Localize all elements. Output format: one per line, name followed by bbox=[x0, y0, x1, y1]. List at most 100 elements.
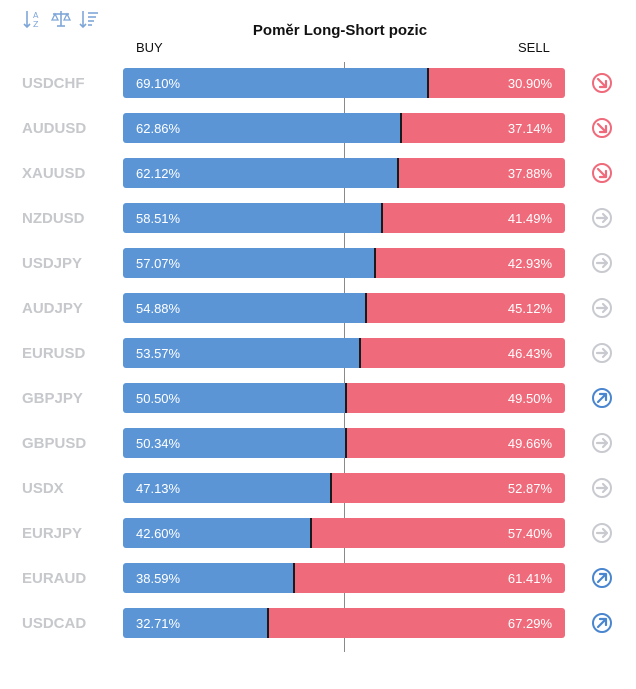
arrow-right-icon[interactable] bbox=[591, 342, 613, 364]
arrow-up-right-icon[interactable] bbox=[591, 387, 613, 409]
buy-percent-label: 62.12% bbox=[136, 166, 181, 181]
arrow-down-right-icon[interactable] bbox=[591, 117, 613, 139]
buy-percent-label: 38.59% bbox=[136, 571, 181, 586]
symbol-label: USDCAD bbox=[22, 615, 87, 632]
sell-percent-label: 42.93% bbox=[507, 256, 552, 271]
buy-percent-label: 50.50% bbox=[136, 391, 181, 406]
chart-row: GBPJPY 50.50% 49.50% bbox=[0, 383, 636, 413]
symbol-label: AUDJPY bbox=[22, 300, 83, 317]
sell-percent-label: 41.49% bbox=[507, 211, 552, 226]
arrow-up-right-icon[interactable] bbox=[591, 567, 613, 589]
sell-bar bbox=[346, 383, 565, 413]
buy-percent-label: 32.71% bbox=[136, 616, 181, 631]
chart-row: USDJPY 57.07% 42.93% bbox=[0, 248, 636, 278]
arrow-right-icon[interactable] bbox=[591, 432, 613, 454]
chart-row: USDCAD 32.71% 67.29% bbox=[0, 608, 636, 638]
symbol-label: EURJPY bbox=[22, 525, 83, 542]
arrow-right-icon[interactable] bbox=[591, 297, 613, 319]
sell-bar bbox=[293, 563, 565, 593]
sell-bar bbox=[311, 518, 565, 548]
balance-scale-icon[interactable] bbox=[50, 8, 72, 30]
symbol-label: GBPUSD bbox=[22, 435, 87, 452]
symbol-label: AUDUSD bbox=[22, 120, 87, 137]
sell-bar bbox=[267, 608, 565, 638]
sell-bar bbox=[381, 203, 565, 233]
chart-row: NZDUSD 58.51% 41.49% bbox=[0, 203, 636, 233]
buy-bar bbox=[123, 293, 366, 323]
buy-percent-label: 54.88% bbox=[136, 301, 181, 316]
ratio-bar: 58.51% 41.49% bbox=[123, 203, 565, 233]
ratio-divider bbox=[266, 608, 269, 638]
chart-row: USDCHF 69.10% 30.90% bbox=[0, 68, 636, 98]
sell-percent-label: 49.66% bbox=[507, 436, 552, 451]
buy-percent-label: 69.10% bbox=[136, 76, 181, 91]
buy-percent-label: 47.13% bbox=[136, 481, 181, 496]
arrow-right-icon[interactable] bbox=[591, 522, 613, 544]
ratio-divider bbox=[380, 203, 383, 233]
arrow-down-right-icon[interactable] bbox=[591, 72, 613, 94]
symbol-label: EURAUD bbox=[22, 570, 87, 587]
sell-bar bbox=[365, 293, 565, 323]
symbol-label: USDCHF bbox=[22, 75, 85, 92]
sell-bar bbox=[397, 158, 565, 188]
buy-percent-label: 50.34% bbox=[136, 436, 181, 451]
arrow-right-icon[interactable] bbox=[591, 207, 613, 229]
buy-percent-label: 53.57% bbox=[136, 346, 181, 361]
sell-percent-label: 37.14% bbox=[507, 121, 552, 136]
arrow-up-right-icon[interactable] bbox=[591, 612, 613, 634]
buy-bar bbox=[123, 338, 360, 368]
arrow-right-icon[interactable] bbox=[591, 477, 613, 499]
ratio-divider bbox=[292, 563, 295, 593]
ratio-bar: 50.50% 49.50% bbox=[123, 383, 565, 413]
toolbar: A Z bbox=[22, 8, 100, 30]
ratio-bar: 42.60% 57.40% bbox=[123, 518, 565, 548]
arrow-right-icon[interactable] bbox=[591, 252, 613, 274]
sell-bar bbox=[359, 338, 565, 368]
sell-bar bbox=[331, 473, 565, 503]
chart-row: AUDJPY 54.88% 45.12% bbox=[0, 293, 636, 323]
sort-amount-icon[interactable] bbox=[78, 8, 100, 30]
ratio-divider bbox=[396, 158, 399, 188]
ratio-divider bbox=[374, 248, 377, 278]
sell-percent-label: 37.88% bbox=[507, 166, 552, 181]
arrow-down-right-icon[interactable] bbox=[591, 162, 613, 184]
symbol-label: GBPJPY bbox=[22, 390, 83, 407]
sort-alpha-icon[interactable]: A Z bbox=[22, 8, 44, 30]
chart-row: EURJPY 42.60% 57.40% bbox=[0, 518, 636, 548]
symbol-label: XAUUSD bbox=[22, 165, 86, 182]
ratio-divider bbox=[358, 338, 361, 368]
ratio-divider bbox=[345, 383, 348, 413]
ratio-bar: 57.07% 42.93% bbox=[123, 248, 565, 278]
sell-percent-label: 61.41% bbox=[507, 571, 552, 586]
buy-bar bbox=[123, 68, 429, 98]
buy-bar bbox=[123, 608, 268, 638]
buy-bar bbox=[123, 563, 294, 593]
chart-row: EURAUD 38.59% 61.41% bbox=[0, 563, 636, 593]
sell-percent-label: 49.50% bbox=[507, 391, 552, 406]
sell-percent-label: 30.90% bbox=[507, 76, 552, 91]
chart-row: EURUSD 53.57% 46.43% bbox=[0, 338, 636, 368]
buy-bar bbox=[123, 248, 376, 278]
sell-header: SELL bbox=[518, 40, 550, 55]
buy-bar bbox=[123, 113, 401, 143]
chart-title: Poměr Long-Short pozic bbox=[252, 22, 428, 39]
buy-percent-label: 62.86% bbox=[136, 121, 181, 136]
svg-text:A: A bbox=[33, 11, 39, 20]
sell-percent-label: 45.12% bbox=[507, 301, 552, 316]
buy-bar bbox=[123, 158, 398, 188]
buy-header: BUY bbox=[136, 40, 163, 55]
symbol-label: USDJPY bbox=[22, 255, 83, 272]
ratio-bar: 38.59% 61.41% bbox=[123, 563, 565, 593]
sell-bar bbox=[428, 68, 565, 98]
sell-bar bbox=[375, 248, 565, 278]
ratio-divider bbox=[364, 293, 367, 323]
ratio-bar: 62.12% 37.88% bbox=[123, 158, 565, 188]
ratio-divider bbox=[330, 473, 333, 503]
buy-percent-label: 42.60% bbox=[136, 526, 181, 541]
buy-bar bbox=[123, 383, 347, 413]
buy-bar bbox=[123, 518, 312, 548]
svg-text:Z: Z bbox=[33, 20, 39, 29]
buy-bar bbox=[123, 473, 332, 503]
buy-percent-label: 58.51% bbox=[136, 211, 181, 226]
ratio-bar: 32.71% 67.29% bbox=[123, 608, 565, 638]
